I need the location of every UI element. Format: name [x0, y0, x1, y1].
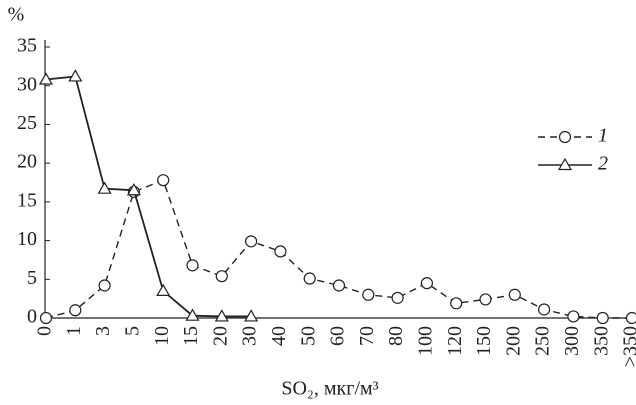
point — [391, 291, 404, 304]
x-tick-label: 20 — [209, 326, 231, 346]
point — [274, 245, 287, 258]
point — [185, 308, 200, 321]
x-axis-label: SO₂, мкг/м³ — [281, 378, 378, 400]
x-tick-label: 15 — [180, 326, 202, 346]
legend-marker — [557, 157, 573, 171]
x-tick-label: 3 — [92, 326, 114, 336]
y-unit: % — [8, 4, 25, 26]
y-tick-label: 15 — [17, 189, 37, 211]
y-tick-label: 25 — [17, 112, 37, 134]
point — [97, 181, 112, 194]
x-tick-label: 150 — [473, 326, 495, 356]
point — [38, 72, 54, 85]
x-tick-label: >350 — [620, 326, 636, 367]
y-tick-label: 20 — [17, 151, 37, 173]
y-tick-label: 10 — [17, 228, 37, 250]
point — [303, 272, 316, 285]
x-tick-label: 200 — [502, 326, 524, 356]
y-tick-label: 5 — [27, 267, 37, 289]
x-tick-label: 70 — [356, 326, 378, 346]
point — [68, 69, 83, 82]
point — [508, 288, 521, 301]
x-tick-label: 10 — [151, 326, 173, 346]
x-tick-label: 100 — [414, 326, 436, 356]
x-tick-label: 5 — [121, 326, 143, 336]
point — [215, 270, 228, 283]
point — [567, 310, 580, 323]
x-tick-label: 0 — [34, 326, 56, 336]
point — [596, 311, 609, 325]
x-tick-label: 60 — [327, 326, 349, 346]
legend-label: 2 — [598, 153, 608, 175]
x-tick-label: 350 — [590, 326, 612, 356]
point — [450, 297, 463, 310]
x-tick-label: 300 — [561, 326, 583, 356]
point — [214, 309, 229, 322]
y-tick-label: 0 — [27, 306, 37, 328]
y-tick-label: 35 — [17, 35, 37, 57]
point — [126, 183, 141, 196]
series-line — [45, 75, 252, 318]
point — [244, 309, 259, 322]
point — [186, 259, 199, 272]
x-tick-label: 50 — [297, 326, 319, 346]
point — [420, 277, 433, 290]
series-line — [45, 179, 632, 319]
point — [625, 311, 636, 325]
point — [362, 288, 375, 301]
point — [98, 279, 111, 292]
x-tick-label: 1 — [63, 326, 85, 336]
x-tick-label: 80 — [385, 326, 407, 346]
x-tick-label: 120 — [444, 326, 466, 356]
legend-marker — [558, 130, 572, 144]
x-tick-label: 40 — [268, 326, 290, 346]
point — [537, 303, 551, 316]
legend-label: 1 — [598, 125, 608, 147]
point — [69, 304, 82, 317]
point — [157, 174, 170, 187]
y-tick-label: 30 — [17, 73, 37, 95]
point — [479, 293, 492, 306]
point — [245, 235, 258, 248]
x-tick-label: 30 — [239, 326, 261, 346]
point — [156, 283, 171, 296]
x-tick-label: 250 — [532, 326, 554, 356]
point — [332, 279, 346, 292]
point — [39, 311, 53, 325]
